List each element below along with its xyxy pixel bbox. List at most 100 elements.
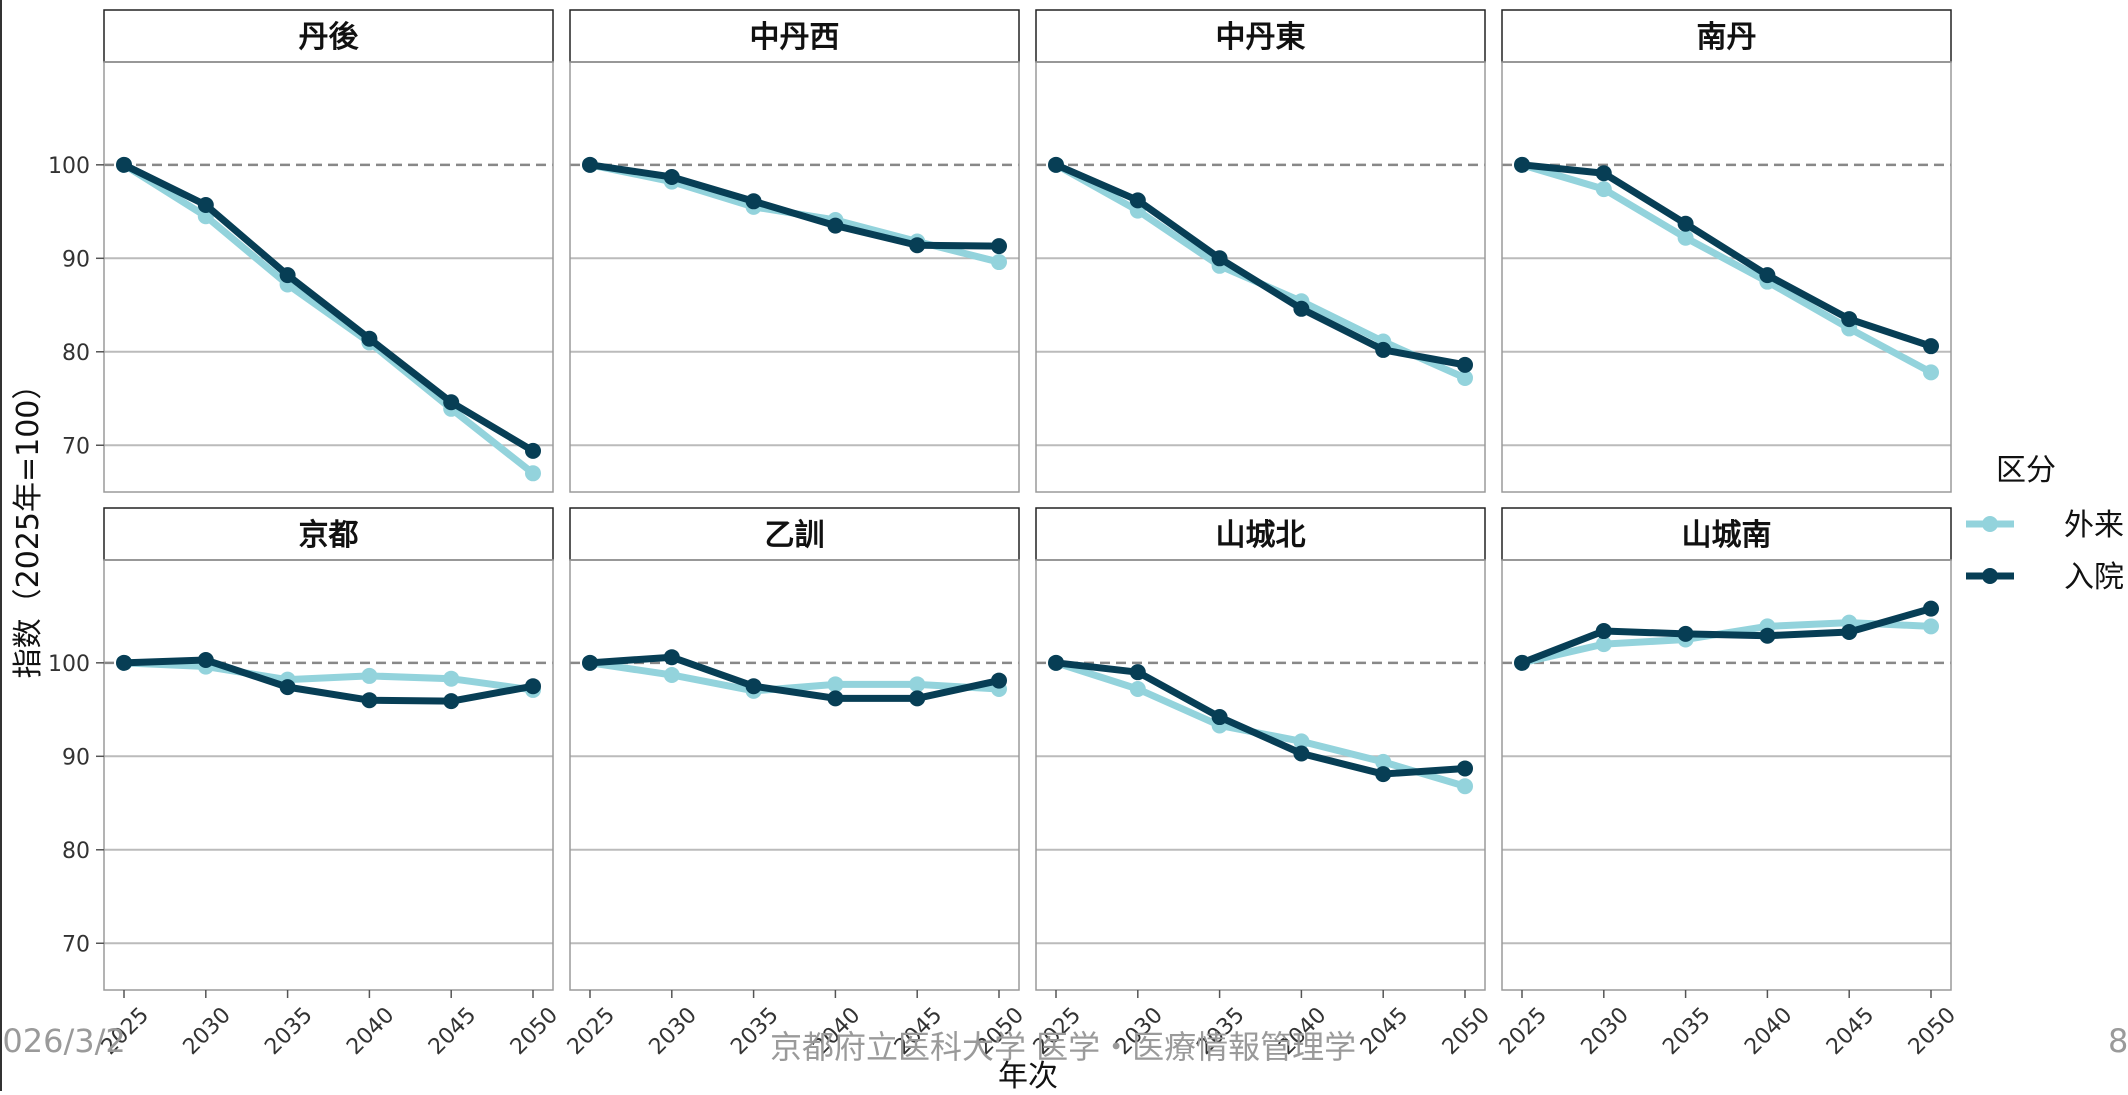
series-line (586, 659, 1003, 695)
data-point (1595, 636, 1612, 653)
x-tick-label: 2050 (506, 1003, 563, 1060)
y-tick-label: 100 (48, 652, 90, 677)
data-point (1923, 600, 1939, 617)
y-tick-label: 70 (62, 434, 90, 459)
series-line (120, 656, 537, 705)
panel-title: 中丹西 (750, 20, 840, 55)
data-point (1211, 250, 1228, 267)
data-point (525, 442, 541, 459)
x-tick-label: 2050 (1438, 1003, 1495, 1060)
y-tick-label: 80 (62, 839, 90, 864)
panel-strip (1501, 9, 1952, 63)
panel-border (1501, 559, 1952, 991)
slide-left-border (0, 0, 2, 1091)
data-point (663, 666, 680, 683)
data-point (116, 156, 132, 173)
panel-title: 乙訓 (765, 518, 825, 553)
panel-strip (1035, 9, 1486, 63)
data-point (1375, 753, 1392, 770)
series-line (586, 653, 1003, 702)
series-line (1052, 161, 1469, 382)
data-point (1457, 356, 1473, 373)
y-tick-label: 70 (62, 932, 90, 957)
data-point (909, 690, 926, 707)
series-line (120, 659, 537, 694)
data-point (1759, 267, 1776, 284)
data-point (279, 267, 296, 284)
panel-border (103, 559, 554, 991)
legend-key-point (1982, 568, 1998, 584)
data-point (1923, 618, 1939, 635)
x-tick-label: 2045 (424, 1003, 481, 1060)
data-point (443, 394, 460, 411)
data-point (1923, 364, 1939, 381)
x-tick-label: 2030 (645, 1003, 702, 1060)
x-tick-label: 2035 (260, 1003, 317, 1060)
panel-strip (103, 507, 554, 561)
x-tick-label: 2035 (1658, 1003, 1715, 1060)
x-tick-label: 2030 (179, 1003, 236, 1060)
panel-border (1035, 559, 1486, 991)
data-point (361, 330, 378, 347)
data-point (745, 193, 762, 210)
data-point (582, 654, 598, 671)
y-axis-title: 指数（2025年=100） (11, 370, 46, 679)
footer-date: 2026/3/2 (0, 1022, 126, 1060)
data-point (361, 667, 378, 684)
x-tick-label: 2040 (342, 1003, 399, 1060)
panel-title: 中丹東 (1216, 20, 1306, 55)
data-point (1677, 229, 1694, 246)
legend-key-point (1982, 516, 1998, 532)
x-tick-label: 2030 (1577, 1003, 1634, 1060)
data-point (1129, 192, 1146, 209)
x-tick-label: 2040 (1740, 1003, 1797, 1060)
data-point (991, 238, 1007, 255)
panel-strip (103, 9, 554, 63)
y-tick-label: 100 (48, 154, 90, 179)
data-point (1457, 778, 1473, 795)
series-line (120, 161, 537, 455)
data-point (1841, 623, 1858, 640)
panel-title: 山城北 (1216, 518, 1306, 553)
data-point (443, 670, 460, 687)
footer-organization: 京都府立医科大学 医学・医療情報管理学 (770, 1028, 1357, 1066)
data-point (827, 217, 844, 234)
data-point (1457, 369, 1473, 386)
data-point (663, 649, 680, 666)
x-tick-label: 2050 (1904, 1003, 1961, 1060)
data-point (991, 254, 1007, 271)
data-point (525, 465, 541, 482)
data-point (1595, 181, 1612, 198)
series-line (586, 161, 1003, 250)
data-point (1293, 733, 1310, 750)
panel-border (103, 61, 554, 493)
data-point (1048, 156, 1064, 173)
data-point (827, 690, 844, 707)
data-point (1677, 625, 1694, 642)
footer-page-number: 8 (2108, 1022, 2128, 1060)
data-point (1293, 745, 1310, 762)
data-point (1375, 766, 1392, 783)
x-axis-title: 年次 (998, 1059, 1058, 1091)
data-point (663, 168, 680, 185)
panel-title: 丹後 (299, 20, 360, 55)
data-point (1048, 654, 1064, 671)
data-point (1595, 165, 1612, 182)
panel-border (1035, 61, 1486, 493)
data-point (197, 197, 214, 214)
data-point (197, 652, 214, 669)
data-point (1923, 338, 1939, 355)
series-line (1052, 161, 1469, 369)
y-tick-label: 90 (62, 745, 90, 770)
data-point (827, 676, 844, 693)
y-tick-label: 80 (62, 341, 90, 366)
x-tick-label: 2045 (1822, 1003, 1879, 1060)
data-point (582, 156, 598, 173)
data-point (1129, 664, 1146, 681)
data-point (443, 693, 460, 710)
series-line (1518, 161, 1935, 376)
data-point (279, 679, 296, 696)
data-point (116, 654, 132, 671)
x-tick-label: 2025 (563, 1003, 620, 1060)
